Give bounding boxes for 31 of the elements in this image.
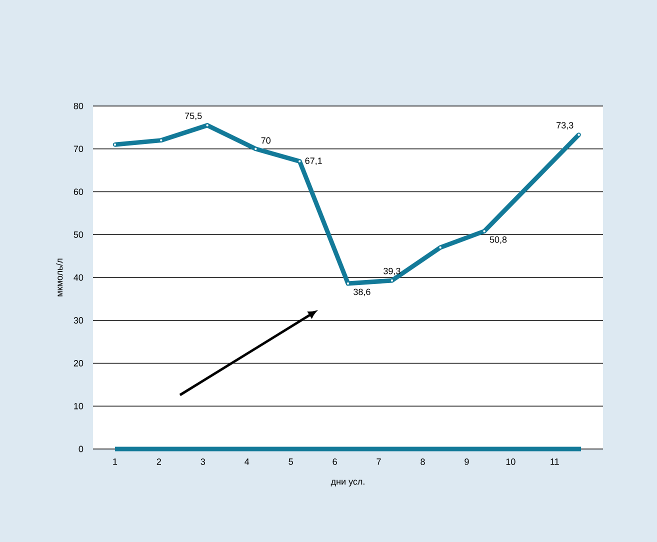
y-tick-label: 30 — [74, 317, 84, 324]
y-tick-label: 80 — [74, 102, 84, 110]
x-tick-label: 7 — [376, 458, 381, 465]
x-tick-label: 10 — [506, 458, 516, 465]
y-tick-label: 60 — [74, 188, 84, 195]
data-label: 38,6 — [354, 288, 370, 296]
x-axis-title: дни усл. — [330, 480, 364, 486]
data-label: 75,5 — [185, 112, 202, 120]
y-tick-label: 40 — [74, 274, 84, 281]
x-tick-label: 9 — [464, 458, 469, 465]
x-tick-label: 1 — [113, 458, 118, 465]
y-tick-label: 0 — [78, 446, 84, 452]
point — [576, 132, 581, 137]
data-label: 39,3 — [384, 268, 400, 276]
x-tick-label: 11 — [550, 458, 559, 465]
data-label: 67,1 — [305, 158, 322, 166]
x-tick-label: 8 — [420, 458, 425, 465]
y-axis-title: мкмоль/л — [56, 258, 63, 296]
x-tick-label: 6 — [332, 458, 337, 465]
y-tick-label: 20 — [74, 360, 84, 366]
x-tick-label: 5 — [288, 458, 293, 465]
y-tick-label: 50 — [74, 231, 84, 238]
y-tick-label: 10 — [74, 402, 84, 410]
x-tick-label: 4 — [244, 458, 250, 465]
point — [438, 245, 442, 250]
data-label: 70 — [261, 137, 271, 144]
data-label: 50,8 — [490, 236, 507, 244]
data-label: 73,3 — [556, 122, 574, 130]
x-tick-label: 2 — [156, 458, 161, 465]
x-tick-label: 3 — [200, 458, 206, 465]
y-tick-label: 70 — [74, 146, 84, 152]
